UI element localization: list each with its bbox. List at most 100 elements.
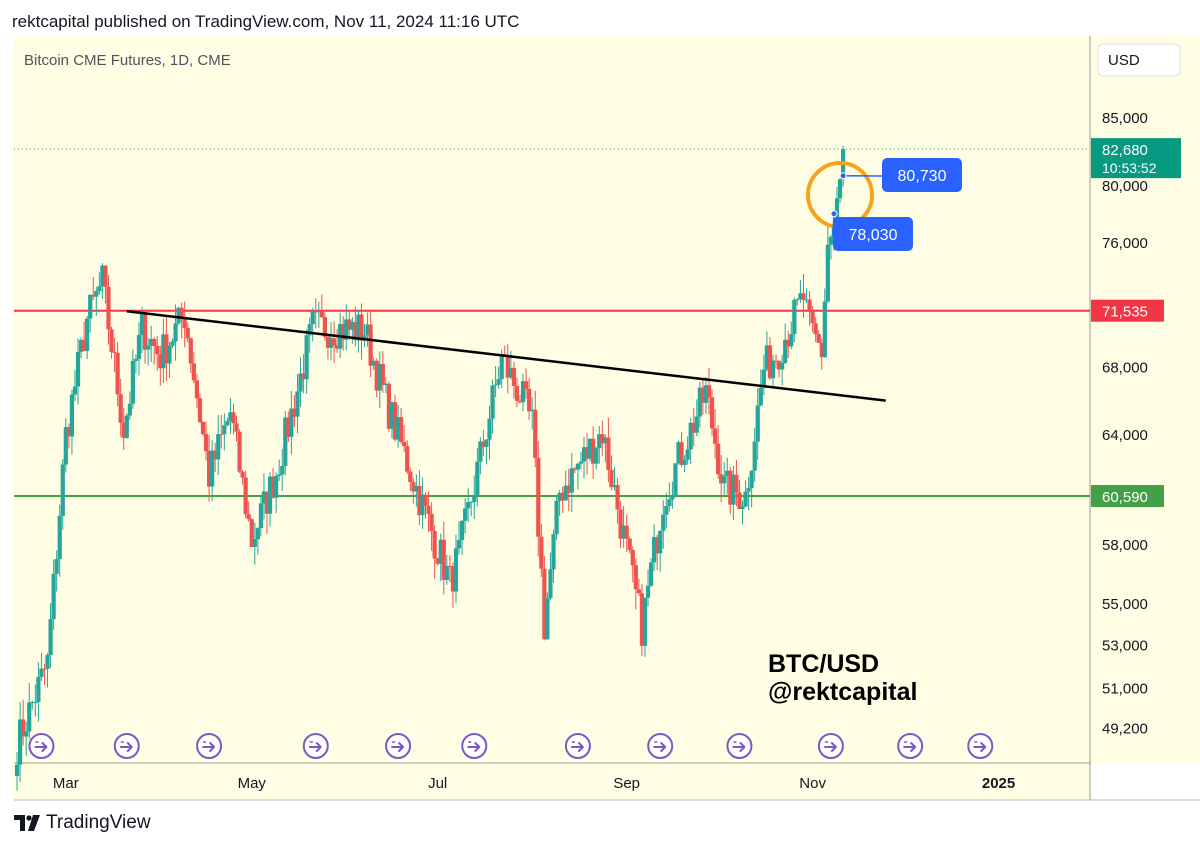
candle-body xyxy=(639,593,645,646)
candle-body xyxy=(752,441,757,471)
candle-body xyxy=(78,339,84,352)
annotation-anchor xyxy=(830,210,838,218)
candle-body xyxy=(773,360,779,362)
event-marker-icon[interactable] xyxy=(385,733,412,759)
event-marker-icon[interactable] xyxy=(817,733,844,759)
candle-body xyxy=(298,373,303,392)
candle-body xyxy=(511,367,516,386)
x-axis-ticks: Mar May Jul Sep Nov 2025 xyxy=(53,775,1015,792)
candle-body xyxy=(359,314,364,341)
candle-body xyxy=(322,317,328,337)
event-marker-icon[interactable] xyxy=(302,733,329,759)
candle-body xyxy=(368,324,373,366)
candle-body xyxy=(24,731,29,737)
publish-info: rektcapital published on TradingView.com… xyxy=(12,12,520,31)
candle-body xyxy=(185,327,190,339)
event-marker-icon[interactable] xyxy=(28,733,55,759)
candle-body xyxy=(331,338,337,346)
candle-body xyxy=(603,437,608,444)
candle-body xyxy=(539,536,544,569)
candle-body xyxy=(347,319,352,330)
candle-body xyxy=(258,503,264,529)
candle-body xyxy=(246,514,251,520)
candle-body xyxy=(85,318,90,351)
y-tick-label: 68,000 xyxy=(1102,359,1148,376)
last-price-label: 82,680 xyxy=(1102,142,1148,159)
event-marker-icon[interactable] xyxy=(726,733,753,759)
candle-body xyxy=(499,354,504,380)
candle-body xyxy=(219,434,224,436)
candle-body xyxy=(88,294,93,319)
candle-body xyxy=(783,339,788,363)
candle-body xyxy=(584,447,590,459)
candle-body xyxy=(292,408,297,417)
candle-body xyxy=(200,422,206,435)
candle-body xyxy=(109,329,114,352)
candle-body xyxy=(118,394,123,423)
candle-body xyxy=(554,500,559,535)
candle-body xyxy=(158,354,163,369)
candle-body xyxy=(435,558,440,564)
candle-body xyxy=(420,494,425,516)
event-marker-icon[interactable] xyxy=(113,733,140,759)
y-tick-label: 58,000 xyxy=(1102,537,1148,554)
candle-body xyxy=(310,311,315,325)
descending-trendline[interactable] xyxy=(126,310,886,402)
candle-body xyxy=(536,457,541,537)
candle-body xyxy=(48,619,53,655)
candle-body xyxy=(600,434,605,444)
candle-body xyxy=(804,299,809,301)
candle-body xyxy=(566,485,571,493)
candle-body xyxy=(661,514,666,531)
candle-body xyxy=(575,463,581,470)
level-badge-label: 60,590 xyxy=(1102,489,1148,506)
candle-body xyxy=(173,323,178,342)
candle-body xyxy=(213,450,218,460)
y-tick-label: 55,000 xyxy=(1102,596,1148,613)
event-marker-icon[interactable] xyxy=(564,733,591,759)
candle-body xyxy=(69,394,75,437)
annotation-box[interactable] xyxy=(833,217,913,251)
event-marker-icon[interactable] xyxy=(897,733,924,759)
currency-selector[interactable]: USD xyxy=(1097,43,1181,77)
candle-body xyxy=(426,505,431,514)
candle-body xyxy=(542,568,547,640)
candle-body xyxy=(155,345,160,355)
candle-body xyxy=(14,764,20,776)
candle-body xyxy=(655,537,660,554)
candle-body xyxy=(386,383,392,429)
candle-body xyxy=(149,338,154,346)
candle-body xyxy=(335,345,340,349)
candle-body xyxy=(304,335,309,380)
candle-body xyxy=(341,323,346,340)
tradingview-logo-icon xyxy=(14,815,40,831)
chart-title: Bitcoin CME Futures, 1D, CME xyxy=(24,52,231,69)
event-marker-icon[interactable] xyxy=(461,733,488,759)
price-annotations: 80,730 78,030 xyxy=(806,158,962,251)
candle-body xyxy=(481,441,486,447)
candle-body xyxy=(210,450,215,487)
candle-body xyxy=(645,585,651,598)
candle-body xyxy=(530,409,535,412)
candle-body xyxy=(429,513,434,532)
event-marker-icon[interactable] xyxy=(967,733,994,759)
chart-container: Bitcoin CME Futures, 1D, CME USD 49,200 5… xyxy=(0,36,1200,804)
candle-body xyxy=(609,469,614,488)
candle-body xyxy=(606,437,611,470)
candle-body xyxy=(786,339,791,347)
annotation-anchor xyxy=(839,172,847,180)
candle-body xyxy=(283,417,288,466)
event-marker-icon[interactable] xyxy=(196,733,223,759)
candle-body xyxy=(30,702,35,704)
currency-label[interactable]: USD xyxy=(1108,52,1140,69)
annotation-box[interactable] xyxy=(882,158,962,192)
candle-body xyxy=(267,476,273,514)
btc-cme-futures-chart[interactable]: Bitcoin CME Futures, 1D, CME USD 49,200 5… xyxy=(0,36,1200,804)
candle-body xyxy=(380,363,385,386)
event-marker-icon[interactable] xyxy=(647,733,674,759)
candle-body xyxy=(130,360,135,404)
candle-body xyxy=(801,293,806,300)
candle-body xyxy=(447,565,452,567)
candle-body xyxy=(72,386,78,395)
candle-body xyxy=(459,520,465,541)
